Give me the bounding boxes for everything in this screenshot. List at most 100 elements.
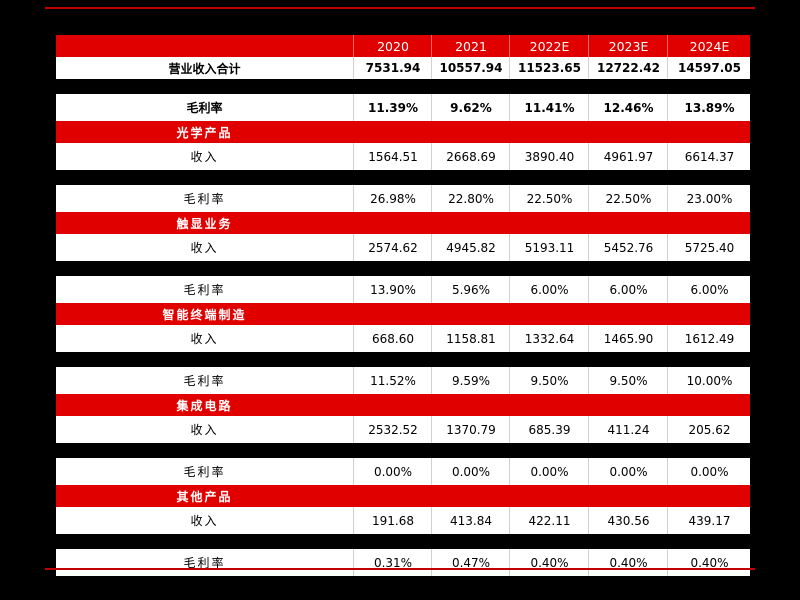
margin-value: 0.40% — [588, 549, 668, 576]
revenue-value: 3890.40 — [509, 143, 589, 170]
margin-label: 毛利率 — [183, 374, 226, 388]
revenue-value: 1332.64 — [509, 325, 589, 352]
margin-value: 22.50% — [588, 185, 668, 212]
hidden-row — [56, 443, 750, 458]
header-2020: 2020 — [353, 35, 432, 57]
header-2023e: 2023E — [588, 35, 668, 57]
revenue-label: 收入 — [190, 241, 219, 255]
margin-label: 毛利率 — [183, 556, 226, 570]
hidden-row — [56, 79, 750, 94]
header-blank — [56, 35, 353, 57]
financial-table: 2020 2021 2022E 2023E 2024E 营业收入合计 7531.… — [56, 35, 750, 576]
margin-value: 0.40% — [667, 549, 751, 576]
hidden-row — [56, 534, 750, 549]
margin-value: 6.00% — [509, 276, 589, 303]
revenue-value: 191.68 — [353, 507, 432, 534]
bottom-rule — [45, 568, 755, 570]
margin-value: 9.50% — [588, 367, 668, 394]
revenue-value: 430.56 — [588, 507, 668, 534]
segment-header-touch-display: 触显业务 — [56, 212, 750, 234]
segment-header-other-products: 其他产品 — [56, 485, 750, 507]
header-2024e: 2024E — [667, 35, 751, 57]
total-margin-value: 13.89% — [667, 94, 751, 121]
margin-value: 26.98% — [353, 185, 432, 212]
total-revenue-row: 营业收入合计 7531.94 10557.94 11523.65 12722.4… — [56, 57, 750, 79]
total-margin-value: 12.46% — [588, 94, 668, 121]
margin-value: 6.00% — [588, 276, 668, 303]
margin-value: 0.00% — [431, 458, 510, 485]
margin-value: 10.00% — [667, 367, 751, 394]
revenue-value: 5452.76 — [588, 234, 668, 261]
segment-header-optics: 光学产品 — [56, 121, 750, 143]
segment-revenue-row: 收入 2574.62 4945.82 5193.11 5452.76 5725.… — [56, 234, 750, 261]
hidden-row — [56, 261, 750, 276]
total-revenue-value: 11523.65 — [509, 57, 589, 79]
revenue-value: 4945.82 — [431, 234, 510, 261]
segment-name: 光学产品 — [176, 125, 233, 140]
margin-label: 毛利率 — [183, 283, 226, 297]
segment-margin-row: 毛利率 0.31% 0.47% 0.40% 0.40% 0.40% — [56, 549, 750, 576]
margin-label: 毛利率 — [183, 465, 226, 479]
margin-value: 6.00% — [667, 276, 751, 303]
margin-value: 0.00% — [588, 458, 668, 485]
total-margin-row: 毛利率 11.39% 9.62% 11.41% 12.46% 13.89% — [56, 94, 750, 121]
revenue-label: 收入 — [190, 332, 219, 346]
segment-margin-row: 毛利率 11.52% 9.59% 9.50% 9.50% 10.00% — [56, 367, 750, 394]
segment-margin-row: 毛利率 13.90% 5.96% 6.00% 6.00% 6.00% — [56, 276, 750, 303]
revenue-value: 1158.81 — [431, 325, 510, 352]
segment-revenue-row: 收入 191.68 413.84 422.11 430.56 439.17 — [56, 507, 750, 534]
revenue-value: 5725.40 — [667, 234, 751, 261]
segment-revenue-row: 收入 668.60 1158.81 1332.64 1465.90 1612.4… — [56, 325, 750, 352]
revenue-value: 1465.90 — [588, 325, 668, 352]
total-margin-value: 11.39% — [353, 94, 432, 121]
segment-margin-row: 毛利率 26.98% 22.80% 22.50% 22.50% 23.00% — [56, 185, 750, 212]
margin-value: 0.00% — [353, 458, 432, 485]
revenue-value: 2532.52 — [353, 416, 432, 443]
margin-value: 0.40% — [509, 549, 589, 576]
segment-revenue-row: 收入 2532.52 1370.79 685.39 411.24 205.62 — [56, 416, 750, 443]
header-2022e: 2022E — [509, 35, 589, 57]
total-margin-value: 9.62% — [431, 94, 510, 121]
header-2021: 2021 — [431, 35, 510, 57]
margin-value: 0.47% — [431, 549, 510, 576]
revenue-value: 422.11 — [509, 507, 589, 534]
segment-header-integrated-circuit: 集成电路 — [56, 394, 750, 416]
segment-name: 其他产品 — [176, 489, 233, 504]
margin-value: 23.00% — [667, 185, 751, 212]
revenue-value: 685.39 — [509, 416, 589, 443]
top-rule — [45, 7, 755, 9]
margin-value: 0.00% — [509, 458, 589, 485]
segment-name: 触显业务 — [176, 216, 233, 231]
margin-value: 0.00% — [667, 458, 751, 485]
hidden-row — [56, 170, 750, 185]
margin-value: 22.50% — [509, 185, 589, 212]
revenue-value: 205.62 — [667, 416, 751, 443]
revenue-value: 411.24 — [588, 416, 668, 443]
margin-value: 9.59% — [431, 367, 510, 394]
revenue-label: 收入 — [190, 514, 219, 528]
total-revenue-value: 14597.05 — [667, 57, 751, 79]
total-revenue-label: 营业收入合计 — [168, 61, 241, 76]
revenue-label: 收入 — [190, 150, 219, 164]
total-margin-value: 11.41% — [509, 94, 589, 121]
revenue-value: 668.60 — [353, 325, 432, 352]
margin-label: 毛利率 — [183, 192, 226, 206]
revenue-value: 2574.62 — [353, 234, 432, 261]
revenue-value: 4961.97 — [588, 143, 668, 170]
revenue-value: 1564.51 — [353, 143, 432, 170]
total-margin-label: 毛利率 — [186, 101, 223, 115]
margin-value: 5.96% — [431, 276, 510, 303]
hidden-row — [56, 352, 750, 367]
revenue-value: 413.84 — [431, 507, 510, 534]
revenue-label: 收入 — [190, 423, 219, 437]
total-revenue-value: 12722.42 — [588, 57, 668, 79]
revenue-value: 6614.37 — [667, 143, 751, 170]
segment-header-smart-terminal: 智能终端制造 — [56, 303, 750, 325]
margin-value: 9.50% — [509, 367, 589, 394]
revenue-value: 1612.49 — [667, 325, 751, 352]
total-revenue-value: 10557.94 — [431, 57, 510, 79]
revenue-value: 439.17 — [667, 507, 751, 534]
header-row: 2020 2021 2022E 2023E 2024E — [56, 35, 750, 57]
segment-name: 集成电路 — [176, 398, 233, 413]
revenue-value: 5193.11 — [509, 234, 589, 261]
